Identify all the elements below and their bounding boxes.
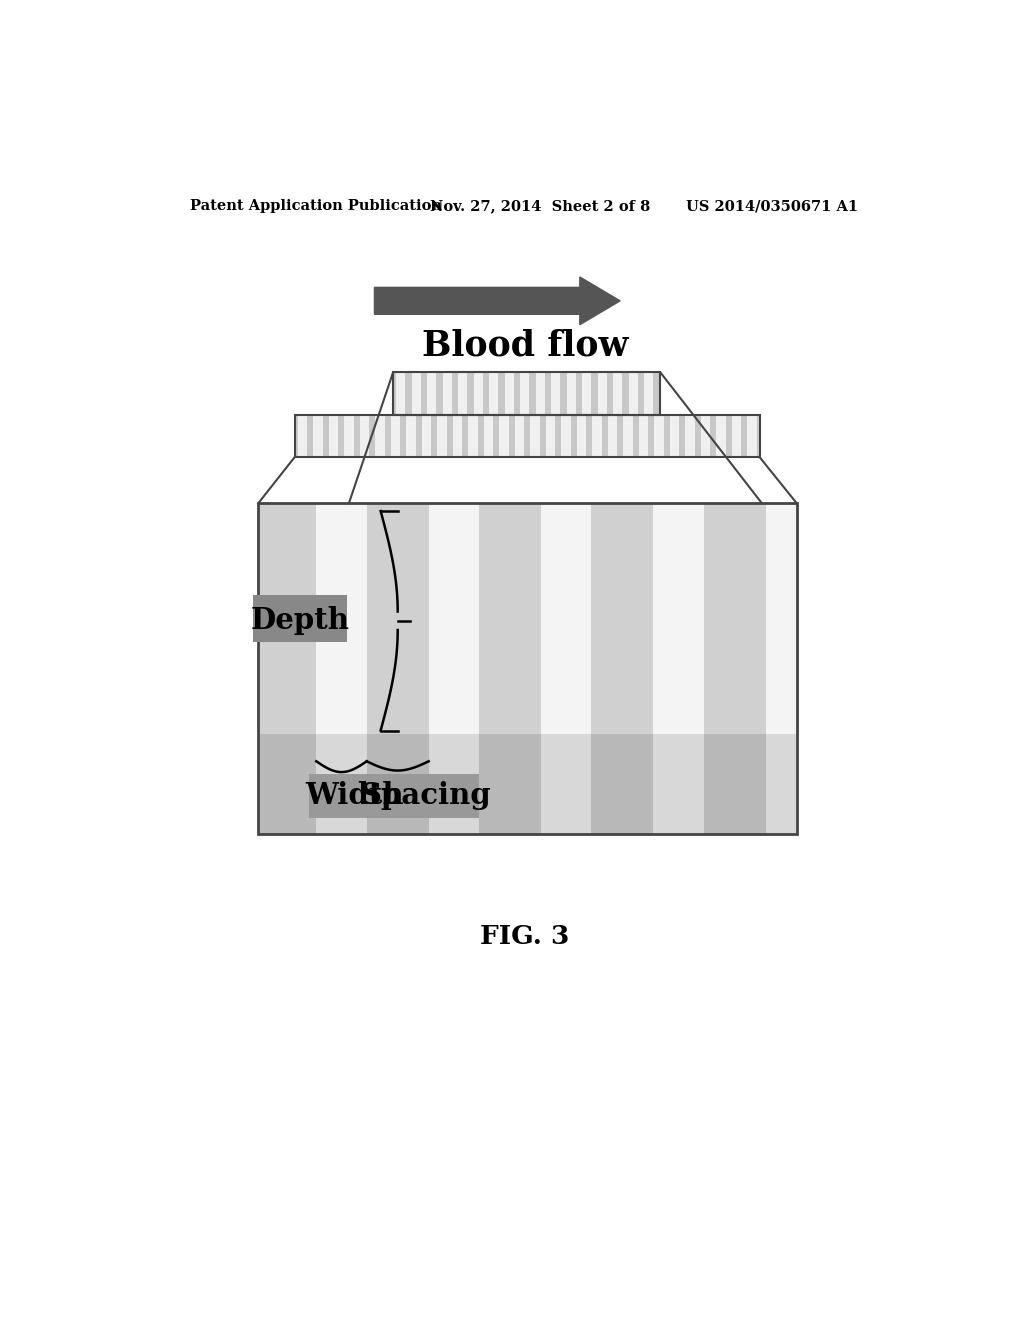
Text: FIG. 3: FIG. 3 <box>480 924 569 949</box>
Bar <box>653 734 703 834</box>
Bar <box>295 414 760 457</box>
Bar <box>766 734 797 834</box>
Bar <box>607 414 617 457</box>
Bar <box>624 414 633 457</box>
Bar <box>505 372 514 414</box>
Text: Spacing: Spacing <box>359 781 490 810</box>
Text: Width: Width <box>305 781 403 810</box>
Bar <box>295 414 760 457</box>
Bar <box>530 414 540 457</box>
Bar <box>453 414 462 457</box>
FancyArrow shape <box>375 277 621 325</box>
Bar <box>644 372 653 414</box>
Bar <box>429 734 479 834</box>
Bar <box>629 372 638 414</box>
Bar <box>396 372 406 414</box>
Bar <box>313 414 323 457</box>
Bar <box>685 414 694 457</box>
Bar <box>489 372 499 414</box>
Bar <box>375 414 385 457</box>
Bar <box>541 503 592 834</box>
Bar <box>429 503 479 834</box>
Bar <box>670 414 679 457</box>
Bar <box>654 414 664 457</box>
Bar <box>551 372 560 414</box>
Text: Depth: Depth <box>251 606 349 635</box>
Bar <box>732 414 741 457</box>
Text: US 2014/0350671 A1: US 2014/0350671 A1 <box>686 199 858 213</box>
Bar <box>258 734 797 834</box>
Bar <box>458 372 467 414</box>
Bar <box>561 414 570 457</box>
Bar <box>500 414 509 457</box>
Bar <box>577 414 586 457</box>
Bar <box>716 414 726 457</box>
Bar <box>613 372 623 414</box>
Bar <box>583 372 592 414</box>
Bar <box>437 414 446 457</box>
Bar <box>344 414 353 457</box>
Bar <box>468 414 477 457</box>
Bar <box>748 414 757 457</box>
Bar <box>427 372 436 414</box>
Bar <box>515 414 524 457</box>
Text: Nov. 27, 2014  Sheet 2 of 8: Nov. 27, 2014 Sheet 2 of 8 <box>430 199 650 213</box>
Bar <box>653 503 703 834</box>
Bar <box>474 372 483 414</box>
Bar <box>391 414 400 457</box>
Bar <box>258 503 797 834</box>
Bar <box>546 414 555 457</box>
Bar <box>407 414 416 457</box>
Bar <box>592 414 601 457</box>
Bar <box>359 414 369 457</box>
Bar <box>329 414 338 457</box>
Bar <box>566 372 575 414</box>
Bar <box>483 414 493 457</box>
Text: Patent Application Publication: Patent Application Publication <box>190 199 442 213</box>
Bar <box>412 372 421 414</box>
Bar <box>639 414 648 457</box>
Bar <box>598 372 607 414</box>
FancyBboxPatch shape <box>253 594 347 643</box>
Bar <box>393 372 660 414</box>
Bar <box>298 414 307 457</box>
Bar <box>536 372 545 414</box>
Bar <box>700 414 710 457</box>
FancyBboxPatch shape <box>372 775 479 817</box>
Bar <box>541 734 592 834</box>
Bar <box>316 503 367 834</box>
Text: Blood flow: Blood flow <box>422 329 628 363</box>
Bar <box>520 372 529 414</box>
Bar <box>422 414 431 457</box>
Bar <box>258 503 797 834</box>
Bar <box>316 734 367 834</box>
Bar <box>393 372 660 414</box>
FancyBboxPatch shape <box>308 775 400 817</box>
Bar <box>442 372 452 414</box>
Bar <box>766 503 797 834</box>
